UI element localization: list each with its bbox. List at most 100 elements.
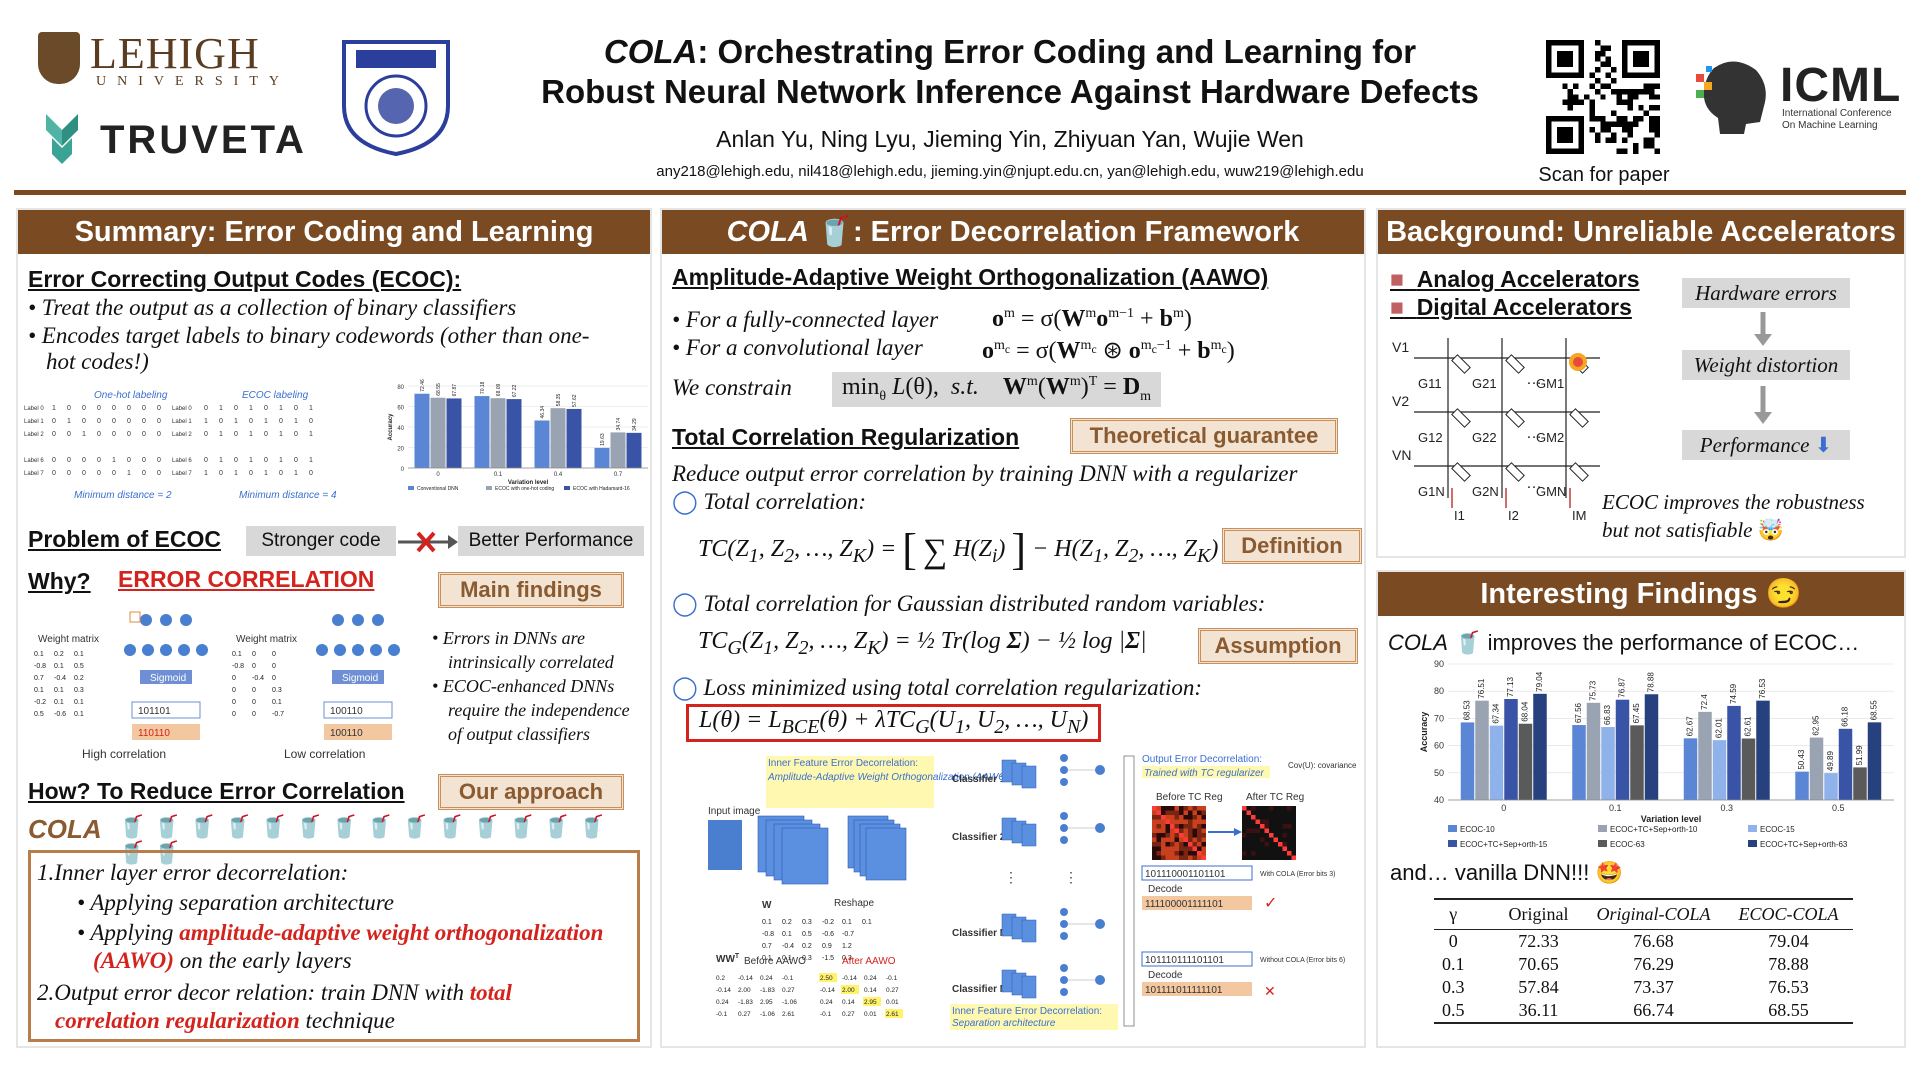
code-high-2: 110110 [138, 728, 170, 739]
table-cell: 0.3 [1442, 977, 1465, 997]
svg-text:0: 0 [234, 405, 238, 412]
tc-gauss-equation: TCG(Z1, Z2, …, ZK) = ½ Tr(log Σ) − ½ log… [698, 628, 1147, 659]
svg-text:0: 0 [67, 405, 71, 412]
svg-text:0.2: 0.2 [716, 975, 725, 982]
bar [1756, 700, 1770, 800]
svg-text:0: 0 [52, 470, 56, 477]
svg-text:0: 0 [234, 431, 238, 438]
svg-text:0: 0 [252, 651, 256, 658]
svg-text:-0.1: -0.1 [886, 975, 898, 982]
step-2: 2.Output error decor relation: train DNN… [37, 980, 512, 1005]
svg-text:0: 0 [249, 470, 253, 477]
svg-text:GM2: GM2 [1536, 430, 1564, 445]
background-panel: Background: Unreliable Accelerators ■ An… [1376, 208, 1906, 558]
bar-value-label: 78.88 [1646, 672, 1655, 693]
x-tick-label: 0.4 [554, 472, 563, 478]
svg-text:0: 0 [219, 470, 223, 477]
svg-text:0: 0 [272, 675, 276, 682]
svg-text:⋮: ⋮ [1004, 869, 1018, 885]
svg-text:-1.83: -1.83 [760, 987, 775, 994]
x-tick-label: 0.7 [614, 472, 623, 478]
bar [1475, 700, 1489, 800]
framework-header: COLA 🥤: Error Decorrelation Framework [662, 210, 1364, 254]
svg-text:1.2: 1.2 [842, 943, 852, 950]
svg-text:0: 0 [157, 457, 161, 464]
svg-text:0: 0 [112, 418, 116, 425]
findings-panel: Interesting Findings 😏 COLA 🥤 improves t… [1376, 570, 1906, 1048]
loss-label: ◯ Loss minimized using total correlation… [672, 675, 1203, 700]
summary-header: Summary: Error Coding and Learning [18, 210, 650, 254]
y-axis-label: Accuracy [1419, 712, 1429, 753]
y-tick-label: 40 [1434, 795, 1444, 805]
svg-text:0.1: 0.1 [862, 919, 872, 926]
bar-value-label: 79.04 [1535, 671, 1544, 692]
ecoc-mini-chart: 0 20 40 60 80 72.46 68.55 67.87 0 70.18 68.09 67.22… [388, 379, 648, 492]
svg-text:0: 0 [67, 431, 71, 438]
legend-swatch [1448, 825, 1457, 832]
svg-text:0.7: 0.7 [762, 943, 772, 950]
qr-code-icon[interactable] [1546, 40, 1660, 154]
svg-text:G2N: G2N [1472, 484, 1499, 499]
bar [1586, 702, 1601, 800]
cola-cup-icons: 🥤 🥤 🥤 🥤 🥤 🥤 🥤 🥤 🥤 🥤 🥤 🥤 🥤 🥤🥤 🥤 [118, 814, 638, 865]
cola-label: COLA [28, 814, 102, 844]
svg-text:With COLA (Error bits 3): With COLA (Error bits 3) [1260, 871, 1335, 878]
svg-text:0: 0 [97, 405, 101, 412]
svg-text:0: 0 [252, 711, 256, 718]
min-dist-2: Minimum distance = 2 [74, 490, 172, 501]
bar [1809, 737, 1824, 800]
svg-text:1: 1 [52, 405, 56, 412]
svg-text:1: 1 [234, 470, 238, 477]
conv-equation: omc = σ(Wmc ⊛ omc−1 + bmc) [982, 338, 1235, 364]
weight-distortion-box: Weight distortion [1682, 350, 1850, 380]
svg-text:101110111101101: 101110111101101 [1145, 955, 1224, 966]
x-tick-label: 0 [436, 472, 440, 478]
bar [1838, 728, 1853, 800]
svg-text:2.95: 2.95 [760, 999, 773, 1006]
vanilla-text: and… vanilla DNN!!! 🤩 [1390, 860, 1623, 885]
bar-value-label: 50.43 [1797, 749, 1806, 770]
svg-text:Inner Feature Error Decorrelat: Inner Feature Error Decorrelation: [952, 1006, 1102, 1017]
cola-cup-icon: 🥤 [816, 216, 853, 248]
tc-label: ◯ Total correlation: [672, 489, 867, 514]
svg-text:2.61: 2.61 [886, 1011, 899, 1018]
svg-text:0: 0 [232, 711, 236, 718]
svg-text:0: 0 [127, 418, 131, 425]
our-approach-tag: Our approach [438, 774, 624, 810]
background-header: Background: Unreliable Accelerators [1378, 210, 1904, 254]
table-cell: 36.11 [1494, 999, 1583, 1024]
truveta-wordmark: TRUVETA [100, 118, 307, 162]
better-performance-box: Better Performance [458, 526, 644, 556]
svg-text:-0.1: -0.1 [716, 1011, 728, 1018]
summary-panel: Summary: Error Coding and Learning Error… [16, 208, 652, 1048]
bar [1741, 738, 1756, 800]
svg-text:0: 0 [112, 405, 116, 412]
svg-text:0.1: 0.1 [232, 651, 242, 658]
svg-text:1: 1 [219, 431, 223, 438]
svg-text:0: 0 [309, 418, 313, 425]
svg-text:0: 0 [127, 457, 131, 464]
cola-cup-icon: 🥤 [401, 814, 429, 839]
poster-title-line2: Robust Neural Network Inference Against … [541, 73, 1479, 110]
svg-text:0.3: 0.3 [272, 687, 282, 694]
svg-text:0: 0 [294, 431, 298, 438]
emails: any218@lehigh.edu, nil418@lehigh.edu, ji… [656, 163, 1364, 180]
why-title: Why? [28, 568, 91, 594]
svg-text:-0.2: -0.2 [822, 919, 834, 926]
svg-text:1: 1 [219, 405, 223, 412]
step-1a: • Applying separation architecture [77, 890, 395, 915]
lehigh-sub: UNIVERSITY [96, 74, 290, 89]
svg-text:0: 0 [279, 470, 283, 477]
y-tick-label: 20 [397, 447, 404, 453]
table-cell: 76.29 [1633, 954, 1674, 974]
icml-wordmark: ICML [1780, 59, 1902, 112]
svg-text:0: 0 [252, 663, 256, 670]
table-header: γ [1434, 898, 1495, 930]
bar [594, 447, 610, 468]
svg-text:0: 0 [232, 687, 236, 694]
bar [1824, 773, 1838, 800]
svg-text:0: 0 [97, 457, 101, 464]
table-cell: 73.37 [1633, 977, 1674, 997]
svg-text:0: 0 [264, 457, 268, 464]
bar-value-label: 68.55 [1869, 700, 1878, 721]
